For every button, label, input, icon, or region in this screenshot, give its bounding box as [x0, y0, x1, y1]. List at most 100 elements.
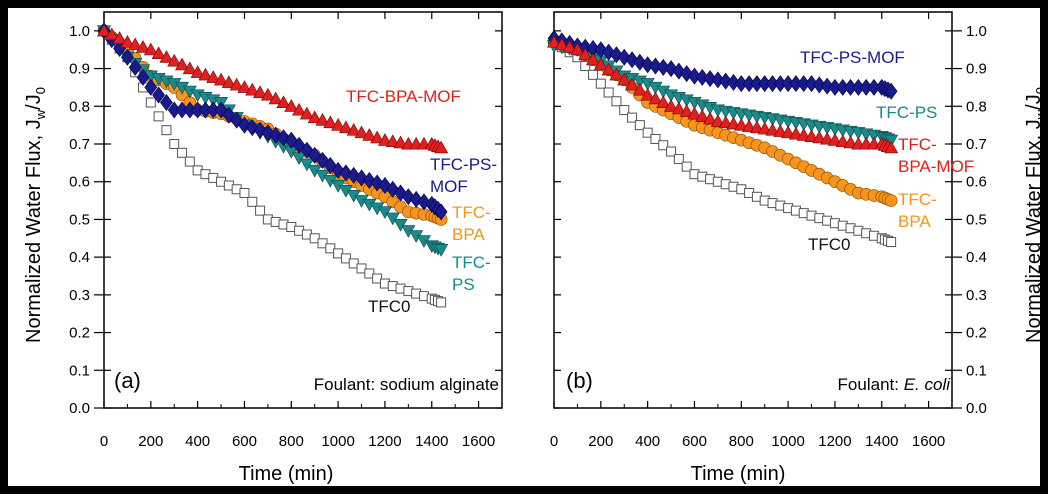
- x-tick-label: 400: [635, 433, 660, 450]
- data-point: [198, 67, 213, 81]
- y-axis-title-left: Normalized Water Flux, Jw/J0: [23, 87, 48, 343]
- y-tick-label: 1.0: [69, 23, 90, 40]
- data-point: [796, 128, 811, 141]
- x-tick-label: 0: [100, 433, 108, 450]
- data-point: [276, 95, 291, 109]
- y-axis-title-right: Normalized Water Flux, Jw/J0: [1023, 87, 1048, 343]
- y-tick-label: 0.7: [69, 136, 90, 153]
- data-point: [679, 104, 694, 117]
- data-point: [835, 134, 850, 147]
- data-point: [325, 243, 336, 254]
- data-point: [656, 95, 671, 109]
- y-tick-label: 1.0: [966, 23, 987, 40]
- data-point: [812, 76, 826, 94]
- data-point: [175, 57, 190, 71]
- data-point: [237, 80, 252, 93]
- data-point: [718, 115, 733, 129]
- data-point: [247, 196, 258, 207]
- y-tick-label: 0.9: [966, 61, 987, 78]
- series-tfc0: [549, 37, 897, 248]
- panel-a: 0 200 400 600 800 1000 1200 1400 1600 0.0 0.1 0.2 0.…: [69, 11, 503, 485]
- data-point: [112, 31, 127, 44]
- data-point: [206, 70, 221, 83]
- data-point: [632, 82, 647, 96]
- data-point: [609, 67, 624, 81]
- y-tick-label: 0.3: [966, 287, 987, 304]
- series-label-tfc-ps: TFC-: [452, 253, 491, 272]
- series-tfc-ps-mof: [547, 29, 898, 100]
- panel-a-foulant: Foulant: sodium alginate: [314, 375, 499, 394]
- data-point: [221, 75, 236, 88]
- series-label-tfc-ps: TFC-PS: [876, 103, 937, 122]
- x-tick-label: 1200: [368, 433, 401, 450]
- data-point: [239, 188, 250, 199]
- data-point: [385, 212, 400, 226]
- data-point: [578, 47, 593, 61]
- data-point: [827, 133, 842, 146]
- data-point: [595, 78, 606, 89]
- series-label-tfc-bpa: BPA: [452, 225, 485, 244]
- y-tick-label: 0.0: [69, 400, 90, 417]
- y-tick-label: 0.4: [966, 249, 987, 266]
- x-tick-label: 1400: [865, 433, 898, 450]
- data-point: [434, 244, 449, 257]
- data-point: [804, 129, 819, 142]
- data-point: [128, 37, 143, 51]
- data-point: [120, 35, 135, 48]
- data-point: [331, 118, 346, 131]
- series-label-tfc-bpa-mof: BPA-MOF: [898, 157, 974, 176]
- panel-b: 0 200 400 600 800 1000 1200 1400 1600 0.0 0.1 0.2 0.…: [546, 11, 987, 485]
- y-tick-label: 0.2: [69, 325, 90, 342]
- data-point: [362, 128, 377, 141]
- series-tfc-bpa-mof: [546, 35, 899, 154]
- data-point: [648, 91, 663, 105]
- y-tick-label: 0.2: [966, 325, 987, 342]
- y-tick-label: 0.4: [69, 249, 90, 266]
- x-tick-label: 1000: [321, 433, 354, 450]
- data-point: [253, 85, 268, 98]
- data-point: [884, 194, 898, 207]
- data-point: [820, 131, 835, 145]
- data-point: [255, 205, 266, 216]
- data-point: [143, 42, 158, 56]
- y-tick-label: 0.6: [966, 174, 987, 191]
- data-point: [338, 120, 353, 134]
- data-point: [625, 77, 640, 91]
- series-label-tfc0: TFC0: [808, 235, 851, 254]
- data-point: [650, 133, 661, 144]
- data-point: [884, 140, 899, 154]
- y-tick-label: 0.6: [69, 174, 90, 191]
- panel-a-frame: [103, 11, 503, 409]
- data-point: [627, 112, 638, 123]
- panel-b-foulant: Foulant: E. coli: [838, 375, 952, 394]
- data-point: [711, 71, 725, 89]
- y-tick-label: 0.8: [966, 98, 987, 115]
- data-point: [136, 68, 150, 86]
- data-point: [703, 111, 718, 125]
- data-point: [299, 106, 314, 120]
- data-point: [121, 48, 134, 66]
- data-point: [773, 124, 788, 137]
- data-point: [580, 61, 591, 72]
- data-point: [152, 86, 166, 104]
- data-point: [765, 123, 780, 136]
- data-point: [104, 27, 119, 41]
- data-point: [160, 94, 173, 112]
- series-label-tfc-bpa: BPA: [898, 212, 931, 231]
- data-point: [656, 58, 670, 76]
- series-label-tfc0: TFC0: [368, 297, 411, 316]
- data-point: [348, 258, 359, 269]
- data-point: [749, 120, 764, 134]
- y-tick-label: 0.7: [966, 136, 987, 153]
- data-point: [307, 110, 322, 124]
- data-point: [144, 78, 158, 96]
- data-point: [393, 218, 408, 232]
- data-point: [393, 135, 408, 149]
- data-point: [434, 140, 449, 154]
- data-point: [268, 91, 283, 105]
- data-point: [292, 102, 307, 116]
- data-point: [781, 125, 796, 139]
- data-point: [695, 68, 709, 86]
- data-point: [385, 134, 400, 147]
